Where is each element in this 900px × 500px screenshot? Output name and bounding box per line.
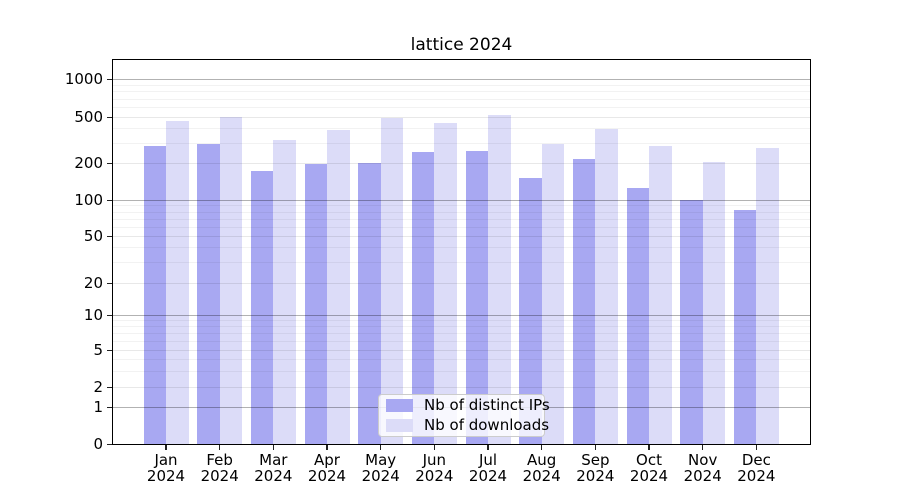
y-tick-label: 5 [93,341,103,359]
legend-label-distinct-ips: Nb of distinct IPs [424,396,550,414]
gridline [113,84,810,86]
bar-downloads [166,121,189,444]
chart-title: lattice 2024 [410,35,513,55]
y-tick [107,199,112,201]
y-tick-label: 1 [93,398,103,416]
x-tick-label: Jul 2024 [468,451,508,485]
bar-distinct-ips [197,144,220,444]
y-tick-label: 10 [83,306,103,324]
x-tick [326,445,328,450]
y-tick-label: 2 [93,378,103,396]
legend: Nb of distinct IPs Nb of downloads [378,394,550,437]
bar-distinct-ips [626,188,650,444]
y-tick-label: 20 [83,274,103,292]
x-tick-label: Sep 2024 [576,451,615,485]
legend-item-distinct-ips: Nb of distinct IPs [386,398,550,413]
x-tick [272,445,275,450]
x-tick-label: May 2024 [361,451,400,485]
y-tick-label: 500 [74,108,103,126]
x-tick-label: Aug 2024 [522,451,561,485]
x-tick [540,445,543,450]
legend-swatch-distinct-ips [386,399,413,412]
bar-downloads [327,130,350,444]
bar-distinct-ips [519,178,542,444]
bar-downloads [488,114,511,444]
gridline [113,117,810,118]
bar-downloads [595,129,618,444]
y-tick-label: 1000 [64,70,103,88]
bar-distinct-ips [680,200,703,444]
bar-downloads [219,116,243,444]
legend-swatch-downloads [386,419,413,432]
bar-downloads [434,122,457,444]
x-tick-label: Dec 2024 [737,451,776,485]
bar-distinct-ips [358,163,381,444]
x-tick-label: Apr 2024 [307,451,347,485]
bar-downloads [702,161,726,444]
y-tick [107,116,112,118]
gridline [113,128,810,130]
x-tick-label: Feb 2024 [200,451,239,485]
y-tick-label: 50 [83,227,103,245]
gridline [113,98,810,100]
x-tick-label: Oct 2024 [629,451,669,485]
y-tick [107,162,112,164]
y-tick-label: 200 [74,154,103,172]
bar-distinct-ips [411,152,435,444]
bar-distinct-ips [304,164,327,444]
plot-area [112,59,811,445]
bar-distinct-ips [465,151,489,444]
x-tick [701,445,704,450]
x-tick [379,445,382,450]
x-tick [594,445,597,450]
x-tick-label: Mar 2024 [254,451,293,485]
x-tick [165,445,167,450]
legend-item-downloads: Nb of downloads [386,418,549,433]
x-tick-label: Jun 2024 [415,451,454,485]
bar-downloads [756,147,779,444]
x-tick-label: Nov 2024 [683,451,722,485]
y-tick [107,282,112,284]
bar-distinct-ips [733,209,757,444]
x-tick [487,445,489,450]
gridline [113,79,810,80]
y-tick-label: 100 [74,191,103,209]
bar-distinct-ips [572,159,596,444]
y-tick-label: 0 [93,435,103,453]
bar-downloads [649,146,672,444]
gridline [113,107,810,108]
bar-downloads [541,143,565,444]
gridline [113,91,810,93]
x-tick-label: Jan 2024 [146,451,186,485]
plot-inner [113,60,810,444]
y-tick [107,349,112,351]
y-tick [107,314,112,316]
x-tick [218,445,221,450]
y-tick [107,235,112,237]
x-tick [755,445,758,450]
bar-distinct-ips [250,171,274,444]
y-tick [107,443,112,445]
bar-downloads [273,140,296,444]
y-tick [107,406,112,408]
bar-downloads [380,118,404,444]
legend-label-downloads: Nb of downloads [424,416,550,434]
y-tick [107,386,112,388]
y-tick [107,78,112,80]
x-tick [648,445,650,450]
bar-distinct-ips [143,146,166,444]
x-tick [433,445,436,450]
